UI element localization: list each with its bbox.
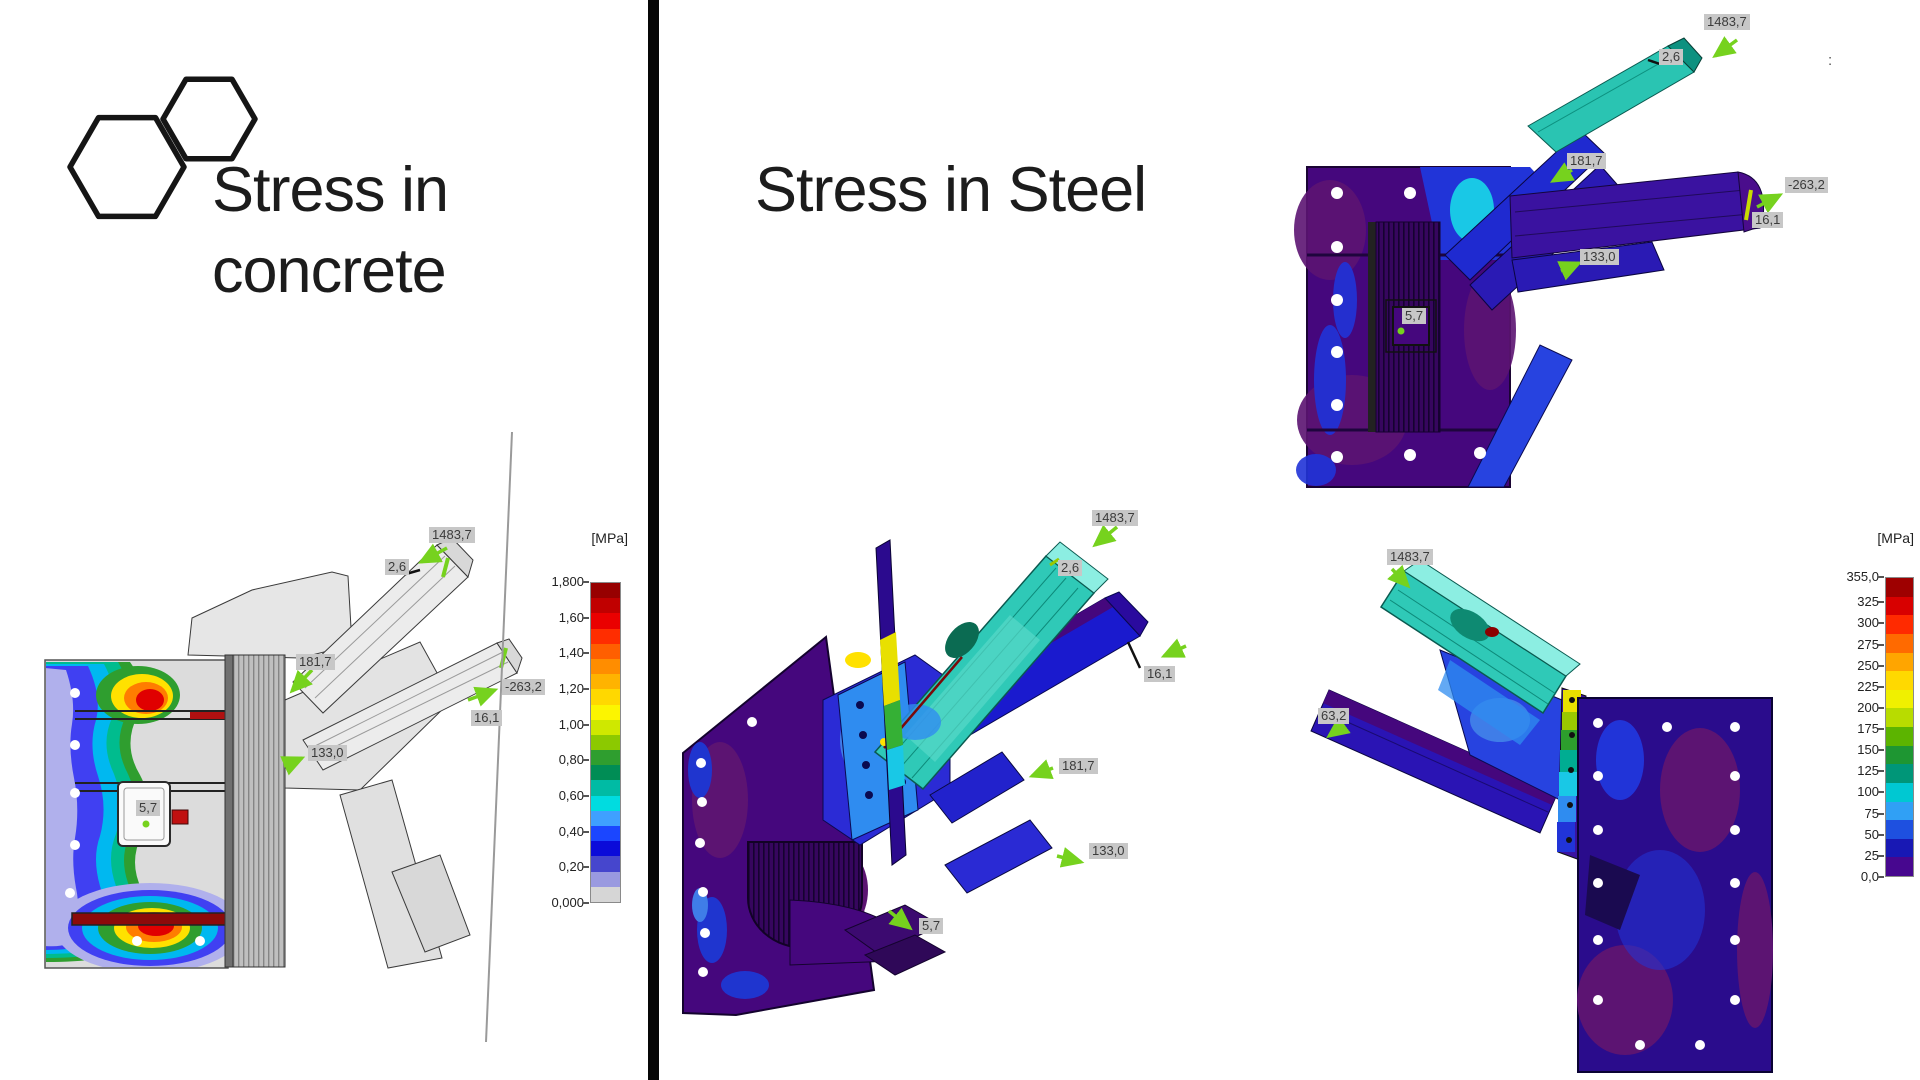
hexagon-large xyxy=(67,114,187,220)
hexagon-logo xyxy=(67,76,258,220)
left-title-line1: Stress in xyxy=(212,155,449,225)
fea-view-steel-side xyxy=(1310,559,1773,1073)
hexagon-small xyxy=(160,76,258,162)
leader-arrows-left xyxy=(280,543,499,776)
right-section-title: Stress in Steel xyxy=(755,155,1147,225)
section-divider xyxy=(648,0,659,1080)
fea-view-steel-front xyxy=(1294,36,1784,488)
left-section-title: Stress in concrete xyxy=(212,150,449,312)
fea-view-concrete xyxy=(44,431,523,1043)
left-title-line2: concrete xyxy=(212,236,447,306)
fea-view-steel-isometric xyxy=(682,524,1187,1017)
stray-colon-mark: : xyxy=(1828,52,1833,69)
